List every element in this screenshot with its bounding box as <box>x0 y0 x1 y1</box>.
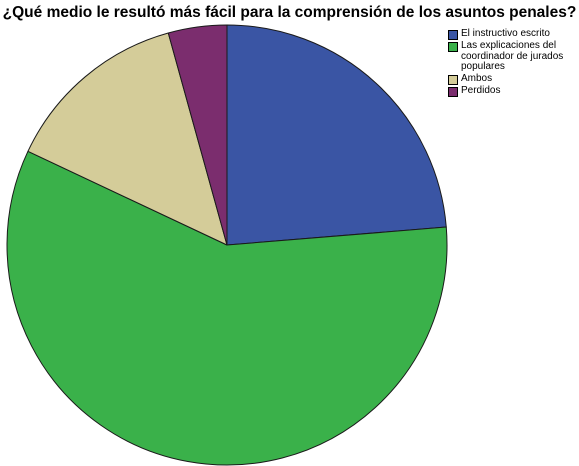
legend-item: Ambos <box>448 72 576 85</box>
pie-slice-4 <box>167 24 228 246</box>
legend-label: Perdidos <box>461 84 501 96</box>
legend-item: Perdidos <box>448 84 576 97</box>
chart-title: ¿Qué medio le resultó más fácil para la … <box>2 4 577 21</box>
legend-label: El instructivo escrito <box>461 28 550 39</box>
legend-label: Ambos <box>461 72 493 84</box>
legend-item: El instructivo escrito <box>448 28 576 40</box>
legend-swatch <box>448 30 458 40</box>
legend-swatch <box>448 74 458 85</box>
pie-slice-3 <box>27 32 228 246</box>
pie-slice-2 <box>6 150 448 466</box>
legend-swatch <box>448 42 458 52</box>
legend-label: Las explicaciones del coordinador de jur… <box>461 40 564 72</box>
chart-legend: El instructivo escrito Las explicaciones … <box>448 28 576 98</box>
pie-slice-1 <box>226 24 447 246</box>
legend-item: Las explicaciones del coordinador de jur… <box>448 40 576 73</box>
legend-swatch <box>448 86 458 97</box>
